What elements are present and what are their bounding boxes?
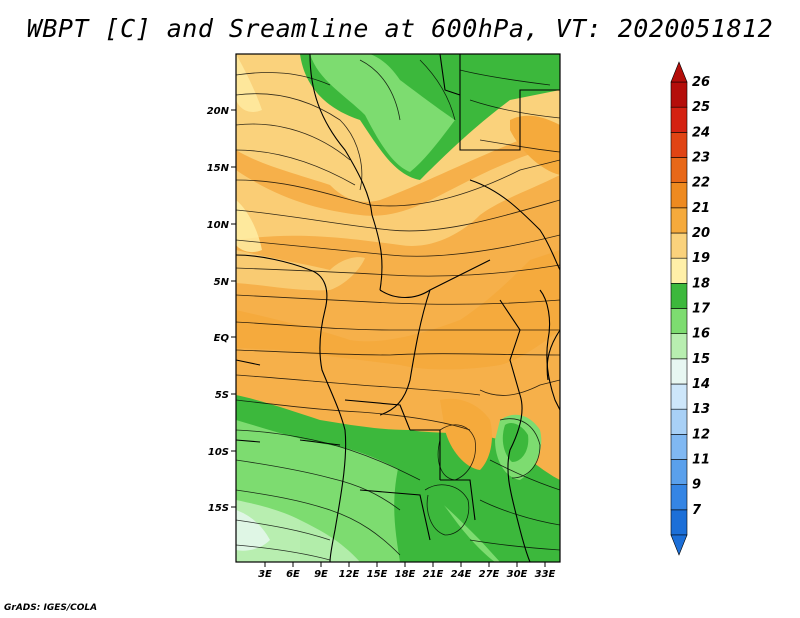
colorbar-label: 11 xyxy=(692,453,710,468)
lon-tick-label: 3E xyxy=(258,569,272,580)
credit-label: GrADS: IGES/COLA xyxy=(4,603,98,613)
country-borders xyxy=(236,54,560,562)
colorbar-label: 24 xyxy=(692,125,710,140)
colorbar-swatch xyxy=(670,257,688,284)
lat-tick-label: EQ xyxy=(214,333,230,344)
colorbar-label: 7 xyxy=(692,503,702,518)
lat-axis: 20N 15N 10N 5N EQ 5S 10S 15S xyxy=(207,106,236,514)
colorbar-swatch xyxy=(670,308,688,334)
colorbar-swatch xyxy=(670,207,688,234)
lat-tick-label: 5S xyxy=(215,390,229,401)
colorbar: 7 9 11 12 13 14 15 16 17 18 19 20 21 22 23 24 25 26 xyxy=(670,61,711,556)
colorbar-label: 13 xyxy=(692,402,710,417)
colorbar-label: 9 xyxy=(692,478,701,493)
colorbar-swatch xyxy=(670,484,688,511)
colorbar-swatch xyxy=(670,383,688,410)
colorbar-label: 19 xyxy=(692,251,710,266)
lon-tick-label: 6E xyxy=(286,569,300,580)
colorbar-swatch xyxy=(670,106,688,133)
lon-tick-label: 30E xyxy=(507,569,528,580)
colorbar-label: 21 xyxy=(692,201,710,216)
colorbar-swatch xyxy=(670,434,688,460)
colorbar-label: 20 xyxy=(692,226,710,241)
lon-tick-label: 33E xyxy=(535,569,556,580)
map-area xyxy=(236,54,560,562)
colorbar-label: 23 xyxy=(692,151,710,166)
colorbar-swatch xyxy=(670,509,688,536)
colorbar-swatch xyxy=(670,358,688,385)
lat-tick-label: 15N xyxy=(207,163,230,174)
colorbar-swatch xyxy=(670,81,688,108)
lat-tick-label: 10N xyxy=(207,220,230,231)
colorbar-label: 22 xyxy=(692,176,710,191)
lon-axis: 3E 6E 9E 12E 15E 18E 21E 24E 27E 30E 33E xyxy=(258,562,556,580)
colorbar-label: 12 xyxy=(692,427,710,442)
map-frame xyxy=(235,53,561,563)
colorbar-swatch xyxy=(670,283,688,309)
colorbar-swatch xyxy=(670,408,688,435)
colorbar-label: 18 xyxy=(692,276,710,291)
colorbar-min-arrow xyxy=(670,534,688,556)
lon-tick-label: 15E xyxy=(367,569,388,580)
colorbar-swatch xyxy=(670,232,688,259)
colorbar-label: 16 xyxy=(692,327,710,342)
colorbar-swatch xyxy=(670,182,688,209)
lon-tick-label: 21E xyxy=(423,569,444,580)
colorbar-swatch xyxy=(670,132,688,158)
colorbar-label: 26 xyxy=(692,75,710,90)
lon-tick-label: 27E xyxy=(479,569,500,580)
colorbar-swatch xyxy=(670,459,688,485)
lon-tick-label: 12E xyxy=(339,569,360,580)
colorbar-label: 17 xyxy=(692,302,711,317)
lat-tick-label: 20N xyxy=(207,106,230,117)
lat-tick-label: 10S xyxy=(208,447,229,458)
lat-tick-label: 15S xyxy=(208,503,229,514)
lon-tick-label: 24E xyxy=(451,569,472,580)
colorbar-label: 14 xyxy=(692,377,710,392)
lat-tick-label: 5N xyxy=(214,277,230,288)
colorbar-label: 25 xyxy=(692,100,710,115)
colorbar-swatch xyxy=(670,157,688,183)
colorbar-max-arrow xyxy=(670,61,688,83)
lon-tick-label: 18E xyxy=(395,569,416,580)
streamlines xyxy=(236,59,560,561)
colorbar-label: 15 xyxy=(692,352,710,367)
colorbar-swatch xyxy=(670,333,688,360)
lon-tick-label: 9E xyxy=(314,569,328,580)
chart-title: WBPT [C] and Sreamline at 600hPa, VT: 20… xyxy=(26,14,774,43)
